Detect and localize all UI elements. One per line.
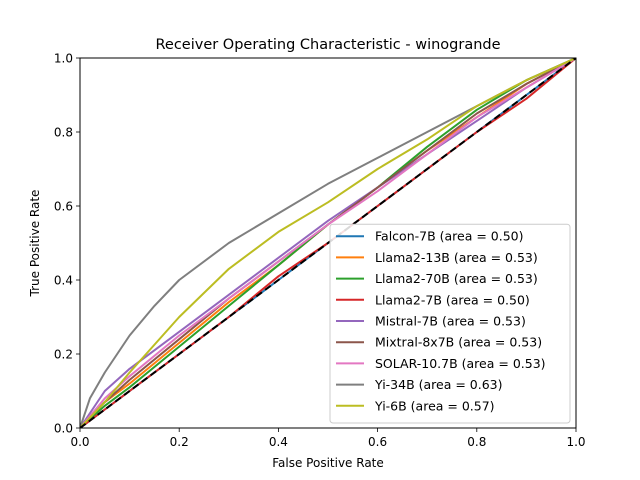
x-tick-label: 0.8 [467, 435, 486, 449]
series-line-8 [80, 58, 576, 428]
chart-title: Receiver Operating Characteristic - wino… [155, 37, 500, 53]
y-tick-label: 0.8 [54, 126, 73, 140]
legend-label: Llama2-13B (area = 0.53) [375, 250, 538, 265]
plot-frame [79, 57, 577, 429]
legend-label: Llama2-7B (area = 0.50) [375, 292, 530, 307]
series-line-7 [80, 58, 576, 428]
x-tick-label: 0.2 [170, 435, 189, 449]
x-tick-label: 1.0 [566, 435, 585, 449]
x-tick-label: 0.6 [368, 435, 387, 449]
y-tick-label: 0.4 [54, 274, 73, 288]
legend-label: Llama2-70B (area = 0.53) [375, 271, 538, 286]
chance-diagonal-line [80, 58, 576, 428]
legend-label: Falcon-7B (area = 0.50) [375, 229, 524, 244]
x-axis-label: False Positive Rate [272, 456, 384, 470]
y-tick-label: 1.0 [54, 52, 73, 66]
x-tick-label: 0.0 [70, 435, 89, 449]
y-tick-label: 0.2 [54, 348, 73, 362]
series-layer [80, 58, 576, 428]
legend-label: Yi-34B (area = 0.63) [374, 377, 503, 392]
legend-box [329, 223, 571, 424]
y-tick-label: 0.0 [54, 422, 73, 436]
series-line-2 [80, 58, 576, 428]
legend-label: SOLAR-10.7B (area = 0.53) [375, 356, 546, 371]
y-axis-label: True Positive Rate [28, 190, 42, 298]
y-axis: 0.0 0.2 0.4 0.6 0.8 1.0 [54, 52, 80, 436]
series-line-6 [80, 58, 576, 428]
legend: Falcon-7B (area = 0.50) Llama2-13B (area … [329, 223, 571, 424]
x-tick-label: 0.4 [269, 435, 288, 449]
plot-area [79, 57, 577, 429]
legend-label: Mixtral-8x7B (area = 0.53) [375, 335, 542, 350]
y-tick-label: 0.6 [54, 200, 73, 214]
series-line-4 [80, 58, 576, 428]
legend-label: Yi-6B (area = 0.57) [374, 398, 495, 413]
legend-label: Mistral-7B (area = 0.53) [375, 314, 526, 329]
x-axis: 0.0 0.2 0.4 0.6 0.8 1.0 [70, 428, 586, 449]
